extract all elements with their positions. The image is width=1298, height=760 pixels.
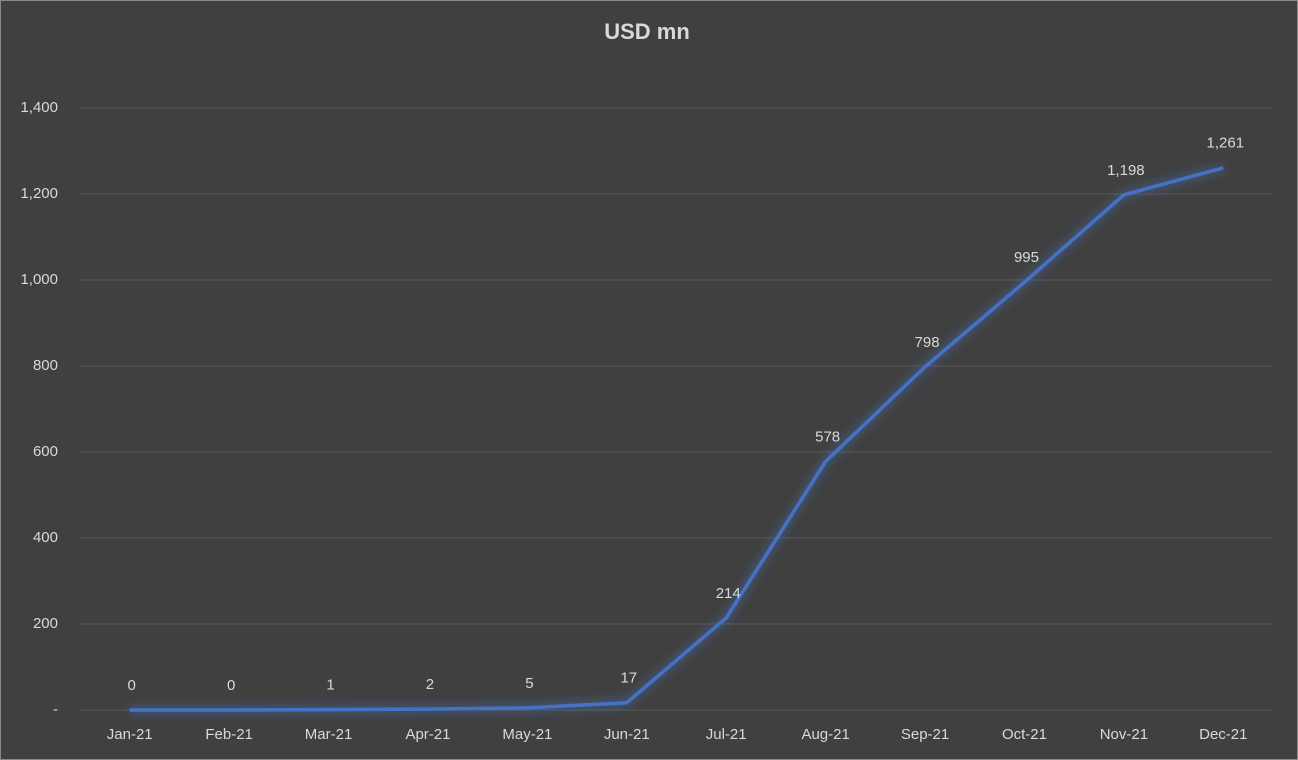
y-tick-label: 600 [33,443,58,460]
x-tick-label: Mar-21 [305,726,353,743]
data-label: 578 [815,428,840,445]
y-tick-label: - [53,701,58,718]
x-tick-label: Feb-21 [205,726,253,743]
y-tick-label: 200 [33,615,58,632]
x-tick-label: Apr-21 [405,726,450,743]
data-label: 1,198 [1107,162,1145,179]
y-tick-label: 1,400 [20,99,58,116]
y-tick-label: 1,000 [20,271,58,288]
data-label: 2 [426,676,434,693]
x-tick-label: Sep-21 [901,726,949,743]
y-tick-label: 1,200 [20,185,58,202]
x-tick-label: Jan-21 [107,726,153,743]
data-label: 17 [620,670,637,687]
data-label: 214 [716,585,741,602]
x-tick-label: Dec-21 [1199,726,1247,743]
data-label: 0 [128,677,136,694]
chart-title: USD mn [604,19,690,44]
data-label: 995 [1014,249,1039,266]
x-tick-label: Jun-21 [604,726,650,743]
data-label: 1,261 [1207,135,1245,152]
x-tick-label: Jul-21 [706,726,747,743]
y-tick-label: 400 [33,529,58,546]
x-tick-label: Aug-21 [801,726,849,743]
x-tick-label: Oct-21 [1002,726,1047,743]
data-label: 798 [915,334,940,351]
data-label: 0 [227,677,235,694]
x-tick-label: May-21 [502,726,552,743]
y-tick-label: 800 [33,357,58,374]
x-tick-label: Nov-21 [1100,726,1148,743]
data-line [129,166,1224,712]
data-label: 5 [525,675,533,692]
data-label: 1 [326,677,334,694]
